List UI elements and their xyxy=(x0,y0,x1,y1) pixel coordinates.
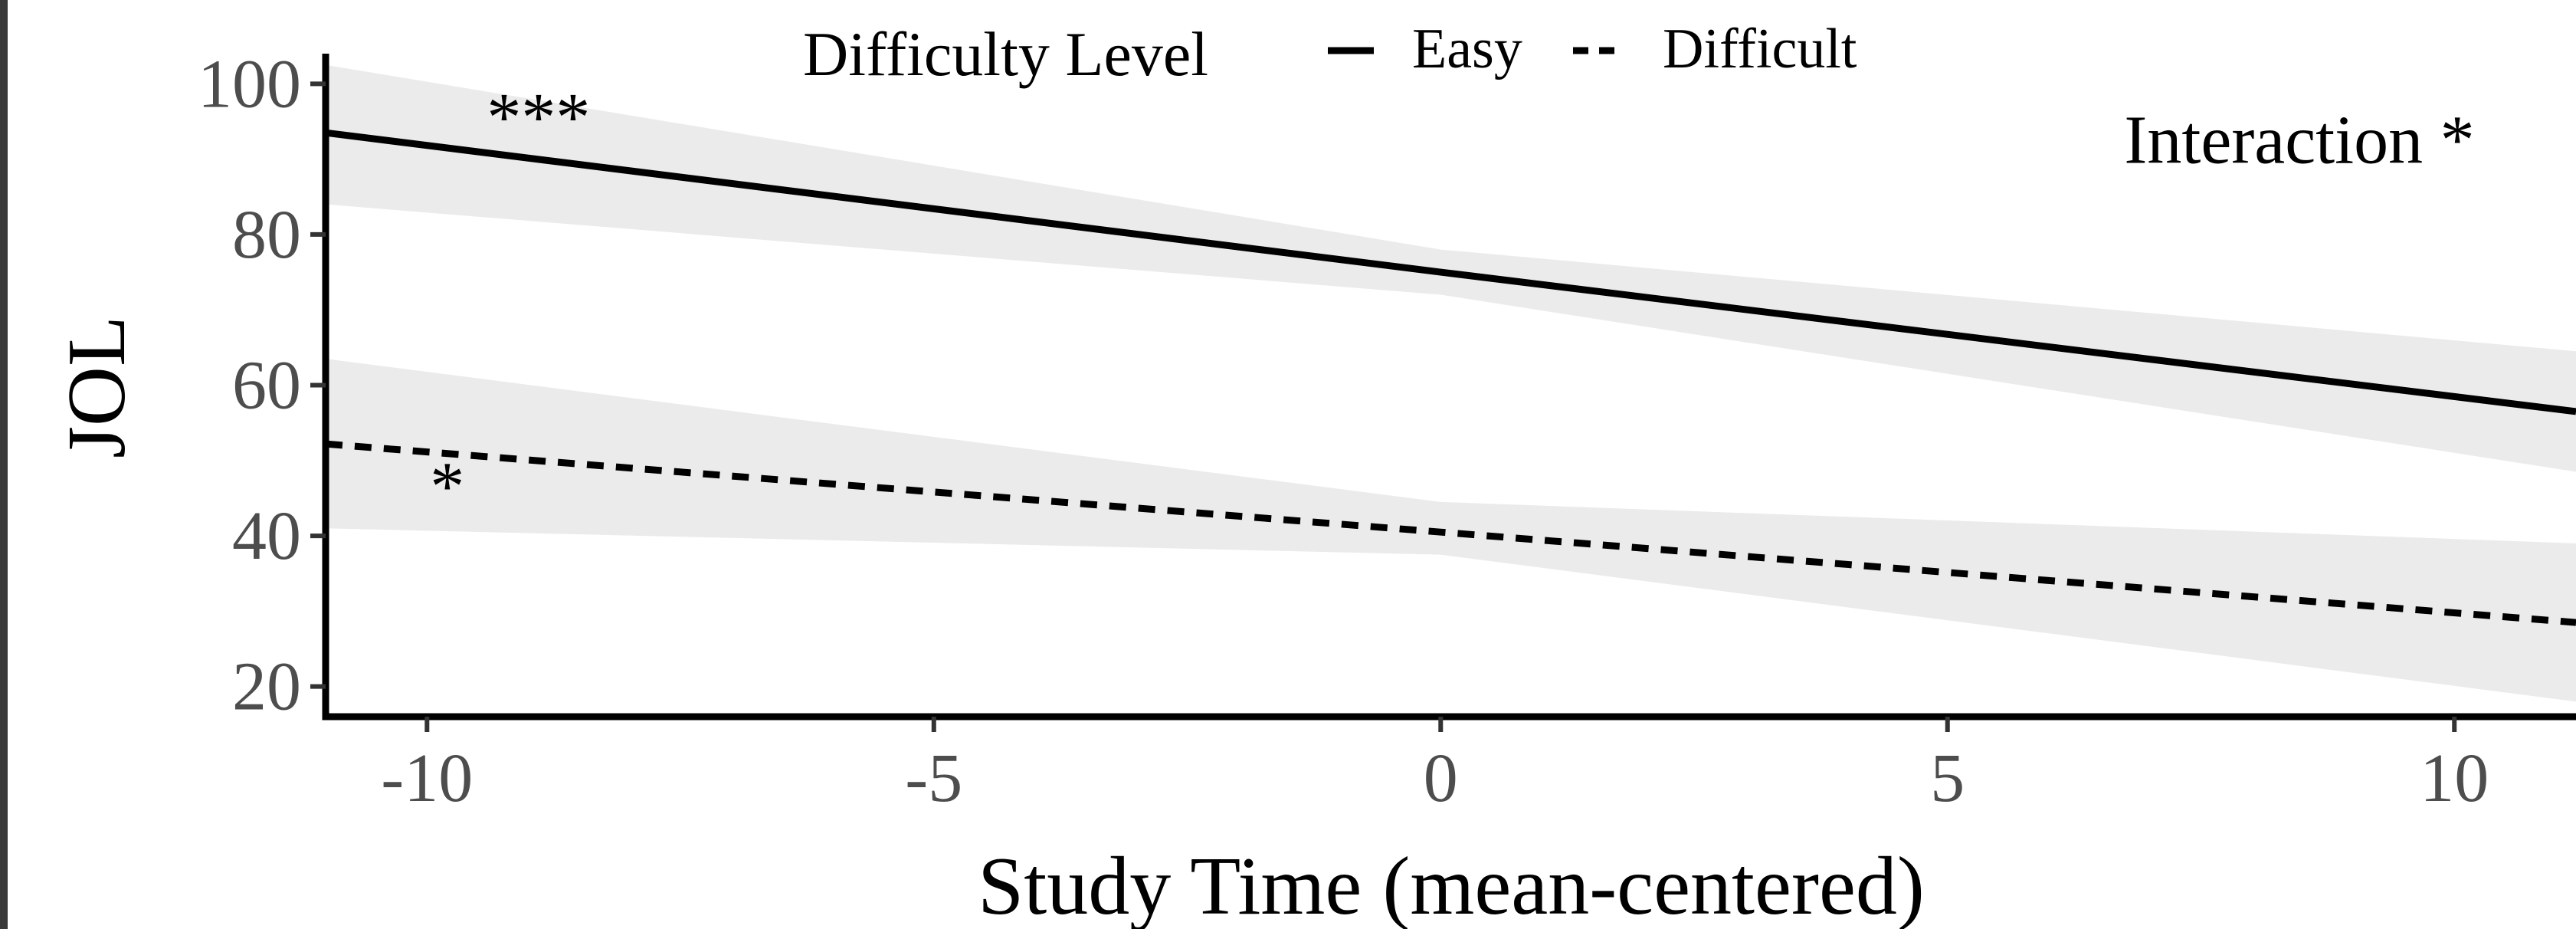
y-tick-label: 80 xyxy=(232,197,301,273)
annotation-interaction: Interaction * xyxy=(2124,103,2474,179)
annotation-significance: *** xyxy=(487,80,590,156)
y-axis-title: JOL xyxy=(51,316,143,458)
x-tick-label: 5 xyxy=(1930,740,1965,816)
x-tick-label: -5 xyxy=(905,740,962,816)
left-edge-strip xyxy=(0,0,8,929)
legend-label-easy: Easy xyxy=(1412,18,1522,80)
y-tick-label: 20 xyxy=(232,649,301,725)
annotations: ****Interaction * xyxy=(430,80,2474,525)
x-tick-label: 10 xyxy=(2420,740,2489,816)
ci-ribbon-easy xyxy=(326,64,2576,472)
y-axis-ticks: 20 40 60 80 100 xyxy=(198,46,326,725)
x-axis-title: Study Time (mean-centered) xyxy=(978,841,1925,929)
ci-ribbon-difficult xyxy=(326,359,2576,702)
y-tick-label: 40 xyxy=(232,498,301,574)
legend-title: Difficulty Level xyxy=(803,19,1208,89)
x-tick-label: 0 xyxy=(1424,740,1458,816)
series-lines xyxy=(325,129,2576,626)
series-line-easy xyxy=(325,129,2576,415)
y-tick-label: 100 xyxy=(198,46,301,122)
confidence-ribbons xyxy=(326,64,2576,702)
legend-label-difficult: Difficult xyxy=(1663,18,1857,80)
legend: Difficulty Level Easy Difficult xyxy=(803,18,1857,89)
y-tick-label: 60 xyxy=(232,348,301,424)
annotation-significance: * xyxy=(430,449,464,525)
series-line-difficult xyxy=(325,440,2576,626)
x-axis-ticks: -10 -5 0 5 10 xyxy=(381,717,2489,816)
x-tick-label: -10 xyxy=(381,740,473,816)
